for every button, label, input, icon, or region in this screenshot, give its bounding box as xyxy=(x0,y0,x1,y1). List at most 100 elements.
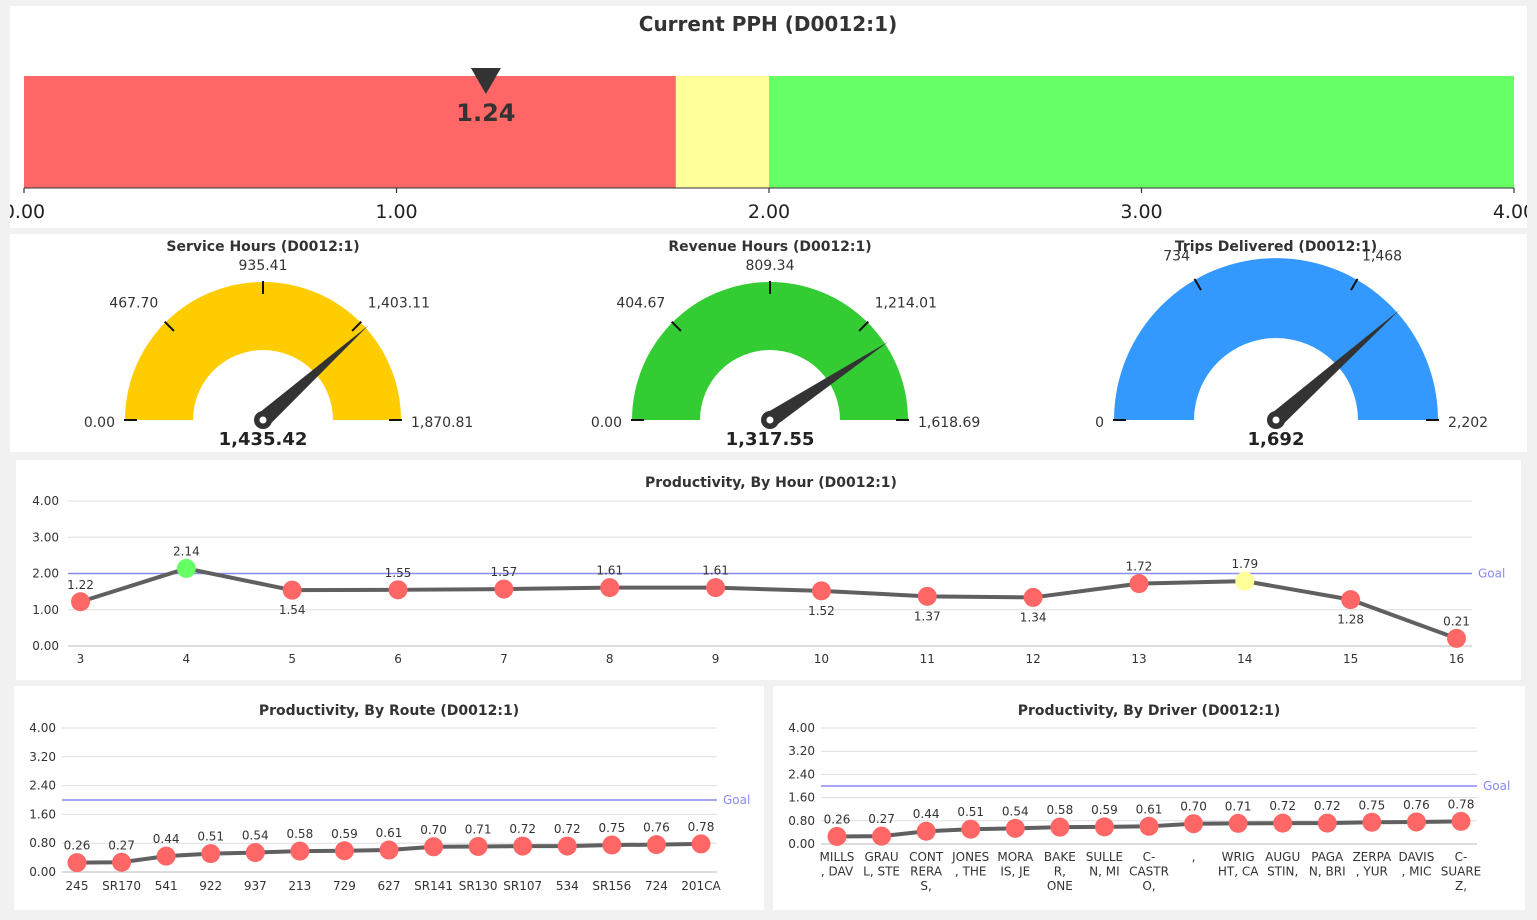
driver-point xyxy=(1005,818,1025,838)
route-category-label: 201CA xyxy=(681,879,721,893)
revenue-gauge-pivot-dot xyxy=(766,416,774,424)
route-category-label: SR141 xyxy=(414,879,453,893)
service-gauge-tick-label: 0.00 xyxy=(84,415,115,431)
hour-category-label: 14 xyxy=(1237,652,1252,666)
hour-point xyxy=(600,578,620,598)
hour-data-label: 2.14 xyxy=(173,544,200,558)
driver-data-label: 0.51 xyxy=(957,805,984,819)
route-data-label: 0.44 xyxy=(153,832,180,846)
driver-data-label: 0.44 xyxy=(913,807,940,821)
hour-series-line xyxy=(79,566,1458,641)
hour-point xyxy=(917,586,937,606)
hour-data-label: 1.37 xyxy=(914,609,941,623)
driver-category-label: , MIC xyxy=(1401,865,1431,879)
driver-ytick-label: 4.00 xyxy=(788,721,815,735)
driver-category-label: CASTR xyxy=(1129,865,1169,879)
hour-ytick-label: 1.00 xyxy=(32,603,59,617)
driver-point xyxy=(1228,813,1248,833)
driver-category-label: N, MI xyxy=(1089,865,1120,879)
revenue-gauge-tick-label: 404.67 xyxy=(616,296,665,312)
revenue-gauge-tick-label: 1,214.01 xyxy=(875,296,937,312)
hour-data-label: 1.28 xyxy=(1337,613,1364,627)
route-category-label: 729 xyxy=(333,879,356,893)
revenue-gauge-tick-label: 0.00 xyxy=(591,415,622,431)
hour-point xyxy=(1447,628,1466,648)
trips-gauge-band xyxy=(1114,258,1438,420)
service-gauge-pivot-dot xyxy=(259,416,267,424)
driver-category-label: , xyxy=(1192,850,1196,864)
driver-point xyxy=(1406,812,1426,832)
pph-value: 1.24 xyxy=(456,99,515,127)
driver-category-label: SULLE xyxy=(1086,850,1123,864)
route-category-label: SR130 xyxy=(459,879,498,893)
trips-gauge-tick-label: 0 xyxy=(1095,415,1104,431)
hour-title: Productivity, By Hour (D0012:1) xyxy=(645,475,897,491)
hour-point xyxy=(388,580,408,600)
route-point xyxy=(379,840,399,860)
revenue-gauge-tick xyxy=(858,321,869,332)
hour-data-label: 1.72 xyxy=(1126,560,1153,574)
route-point xyxy=(334,841,354,861)
hour-point xyxy=(494,579,514,599)
route-ytick-label: 2.40 xyxy=(29,779,56,793)
hour-point xyxy=(71,592,90,612)
route-point xyxy=(67,853,87,873)
driver-category-label: DAVIS xyxy=(1399,850,1435,864)
hour-point xyxy=(1235,571,1255,591)
driver-category-label: ONE xyxy=(1047,879,1073,893)
driver-title: Productivity, By Driver (D0012:1) xyxy=(1018,703,1281,719)
route-data-label: 0.51 xyxy=(197,830,224,844)
route-point xyxy=(646,835,666,855)
driver-category-label: BAKE xyxy=(1044,850,1076,864)
driver-chart: Productivity, By Driver (D0012:1) 0.00 0.8… xyxy=(788,703,1510,893)
driver-category-label: GRAU xyxy=(864,850,898,864)
hour-point xyxy=(811,581,831,601)
route-data-label: 0.26 xyxy=(64,839,91,853)
revenue-gauge-value: 1,317.55 xyxy=(726,429,815,450)
driver-category-label: PAGA xyxy=(1311,850,1344,864)
driver-category-label: CONT xyxy=(909,850,944,864)
driver-category-label: C- xyxy=(1455,850,1468,864)
driver-data-label: 0.75 xyxy=(1358,798,1385,812)
pph-band-green xyxy=(769,76,1514,188)
hour-category-label: 16 xyxy=(1449,652,1464,666)
driver-category-label: ZERPA xyxy=(1352,850,1392,864)
service-gauge-band xyxy=(125,282,401,420)
hour-point xyxy=(176,558,196,578)
hour-point xyxy=(282,580,302,600)
driver-data-label: 0.58 xyxy=(1046,803,1073,817)
driver-category-label: N, BRI xyxy=(1309,865,1346,879)
route-category-label: 213 xyxy=(288,879,311,893)
pph-marker-triangle xyxy=(470,68,501,94)
hour-category-label: 6 xyxy=(394,652,402,666)
driver-data-label: 0.70 xyxy=(1180,800,1207,814)
hour-data-label: 0.21 xyxy=(1443,614,1470,628)
hour-ytick-label: 0.00 xyxy=(32,639,59,653)
hour-data-label: 1.61 xyxy=(596,564,623,578)
trips-gauge-pivot-dot xyxy=(1272,416,1280,424)
route-category-label: SR170 xyxy=(102,879,141,893)
driver-category-label: AUGU xyxy=(1265,850,1300,864)
driver-point xyxy=(1317,813,1337,833)
hour-point xyxy=(1129,574,1149,594)
driver-category-label: Z, xyxy=(1455,879,1467,893)
trips-gauge-needle xyxy=(1270,309,1400,426)
hour-data-label: 1.52 xyxy=(808,604,835,618)
route-ytick-label: 4.00 xyxy=(29,721,56,735)
driver-point xyxy=(1184,814,1204,834)
driver-point xyxy=(1273,813,1293,833)
hour-category-label: 4 xyxy=(183,652,191,666)
route-point xyxy=(245,843,265,863)
hour-category-label: 8 xyxy=(606,652,614,666)
driver-point xyxy=(1362,812,1382,832)
trips-gauge-value: 1,692 xyxy=(1248,429,1305,450)
route-point xyxy=(112,852,132,872)
route-data-label: 0.27 xyxy=(108,838,135,852)
driver-data-label: 0.76 xyxy=(1403,798,1430,812)
route-point xyxy=(156,846,176,866)
hour-goal-label: Goal xyxy=(1478,567,1505,581)
driver-ytick-label: 2.40 xyxy=(788,767,815,781)
route-data-label: 0.61 xyxy=(376,826,403,840)
service-gauge-needle xyxy=(257,325,369,426)
route-category-label: 541 xyxy=(155,879,178,893)
